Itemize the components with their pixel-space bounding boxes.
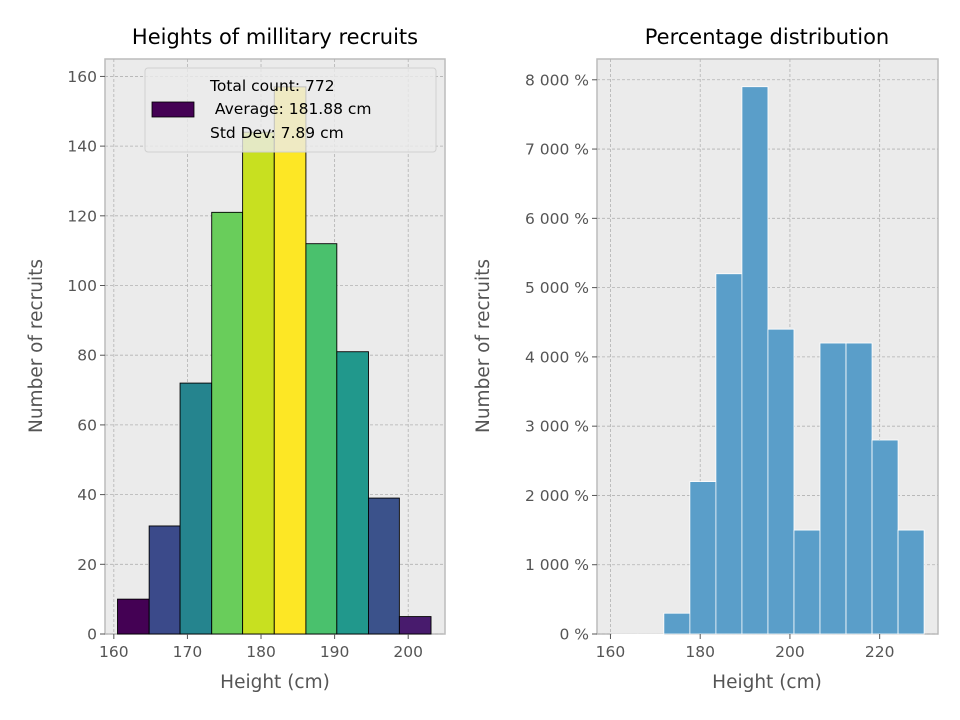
percentage-y-axis-label: Number of recruits bbox=[473, 259, 494, 433]
histogram-bar bbox=[211, 211, 244, 635]
percentage-x-tick-label: 200 bbox=[775, 643, 805, 661]
histogram-y-tick-label: 140 bbox=[67, 138, 97, 156]
percentage-bars bbox=[611, 86, 925, 636]
legend-line-total: Total count: 772 bbox=[209, 77, 335, 95]
histogram-y-tick-label: 20 bbox=[77, 556, 97, 574]
percentage-y-tick-label: 7 000 % bbox=[525, 141, 589, 159]
histogram-bar bbox=[117, 598, 150, 635]
percentage-bar bbox=[741, 86, 769, 635]
percentage-x-ticks: 160 180 200 220 bbox=[596, 634, 895, 661]
histogram-y-tick-label: 60 bbox=[77, 416, 97, 434]
histogram-x-tick-label: 180 bbox=[246, 643, 276, 661]
histogram-y-tick-label: 120 bbox=[67, 207, 97, 225]
histogram-bar bbox=[336, 351, 369, 635]
histogram-legend: Total count: 772 Average: 181.88 cm Std … bbox=[144, 67, 437, 153]
percentage-y-tick-label: 6 000 % bbox=[525, 210, 589, 228]
percentage-x-axis-label: Height (cm) bbox=[712, 672, 822, 693]
percentage-bar bbox=[611, 633, 639, 636]
histogram-bar bbox=[242, 131, 275, 635]
percentage-bar bbox=[897, 529, 925, 635]
percentage-y-ticks: 0 % 1 000 % 2 000 % 3 000 % 4 000 % 5 000 % 6 … bbox=[525, 71, 597, 644]
histogram-y-tick-label: 40 bbox=[77, 486, 97, 504]
histogram-y-tick-label: 100 bbox=[67, 277, 97, 295]
percentage-y-tick-label: 0 % bbox=[559, 626, 589, 644]
histogram-bar bbox=[273, 86, 307, 635]
histogram-bar bbox=[305, 243, 338, 635]
percentage-y-tick-label: 8 000 % bbox=[525, 71, 589, 89]
histogram-x-tick-label: 170 bbox=[173, 643, 203, 661]
histogram-x-ticks: 160 170 180 190 200 bbox=[99, 634, 423, 661]
histogram-x-tick-label: 200 bbox=[393, 643, 423, 661]
percentage-x-tick-label: 220 bbox=[865, 643, 895, 661]
percentage-x-tick-label: 180 bbox=[685, 643, 715, 661]
histogram-y-tick-label: 160 bbox=[67, 68, 97, 86]
percentage-bar bbox=[871, 439, 899, 635]
percentage-y-tick-label: 5 000 % bbox=[525, 279, 589, 297]
histogram-x-tick-label: 160 bbox=[99, 643, 129, 661]
percentage-bar bbox=[819, 342, 847, 635]
histogram-bar bbox=[148, 525, 181, 635]
percentage-bar bbox=[793, 529, 821, 635]
histogram-y-tick-label: 0 bbox=[87, 626, 97, 644]
percentage-panel: 160 180 200 220 0 % 1 000 % 2 000 % 3 000 % 4 0… bbox=[473, 25, 939, 693]
histogram-panel: 160 170 180 190 200 0 20 40 60 80 100 120 140 160 To… bbox=[26, 25, 446, 693]
percentage-bar bbox=[663, 612, 691, 635]
legend-box bbox=[144, 67, 437, 153]
histogram-x-tick-label: 190 bbox=[320, 643, 350, 661]
histogram-bar bbox=[179, 382, 213, 635]
histogram-title: Heights of millitary recruits bbox=[132, 25, 418, 49]
legend-line-stddev: Std Dev: 7.89 cm bbox=[210, 124, 344, 142]
percentage-y-tick-label: 2 000 % bbox=[525, 487, 589, 505]
percentage-y-tick-label: 3 000 % bbox=[525, 418, 589, 436]
histogram-x-axis-label: Height (cm) bbox=[220, 672, 330, 693]
histogram-bar bbox=[398, 616, 432, 635]
percentage-y-tick-label: 1 000 % bbox=[525, 556, 589, 574]
percentage-bar bbox=[689, 481, 717, 635]
percentage-bar bbox=[845, 342, 873, 635]
histogram-y-tick-label: 80 bbox=[77, 347, 97, 365]
histogram-y-axis-label: Number of recruits bbox=[26, 259, 47, 433]
histogram-bar bbox=[368, 497, 400, 635]
histogram-y-ticks: 0 20 40 60 80 100 120 140 160 bbox=[67, 68, 105, 644]
percentage-title: Percentage distribution bbox=[645, 25, 889, 49]
legend-line-average: Average: 181.88 cm bbox=[210, 100, 372, 118]
percentage-bar bbox=[767, 328, 795, 635]
histogram-bars bbox=[117, 86, 432, 635]
legend-swatch bbox=[151, 101, 195, 118]
percentage-bar bbox=[637, 633, 665, 636]
percentage-bar bbox=[715, 273, 743, 635]
percentage-x-tick-label: 160 bbox=[596, 643, 626, 661]
percentage-y-tick-label: 4 000 % bbox=[525, 348, 589, 366]
